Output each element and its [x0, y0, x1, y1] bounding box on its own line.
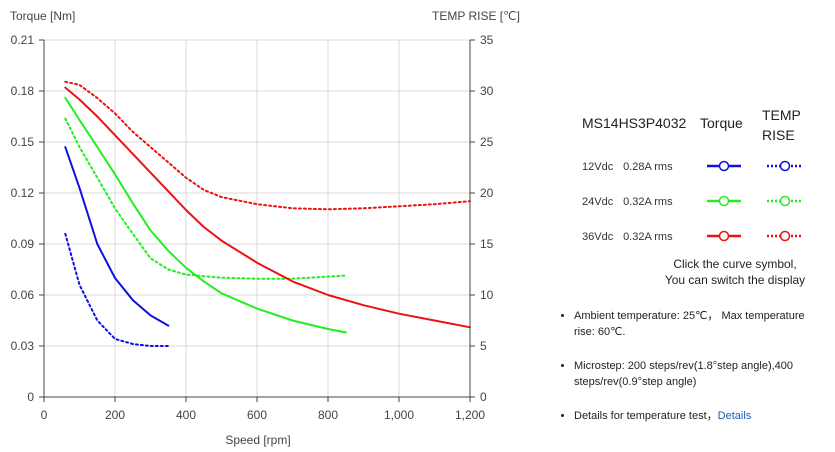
legend-panel: MS14HS3P4032 Torque TEMP RISE 12Vdc 0.28… — [560, 0, 835, 452]
torque-temperature-chart: 0 200 400 600 800 1,000 1,20000.030.060.090.12… — [10, 9, 520, 447]
series-layer — [64, 80, 471, 347]
y-left-tick-label: 0.15 — [11, 135, 35, 149]
x-tick-label: 1,200 — [455, 408, 485, 422]
note-temperature-test: Details for temperature test，Details — [574, 408, 824, 424]
y-right-tick-label: 30 — [480, 84, 494, 98]
note-temperature-test-text: Details for temperature test， — [574, 410, 718, 422]
details-link[interactable]: Details — [717, 410, 752, 422]
y-right-tick-label: 25 — [480, 135, 494, 149]
legend-symbol-12v-temp[interactable] — [766, 159, 804, 173]
legend-hint-line2: You can switch the display — [664, 273, 806, 287]
y-left-tick-label: 0.18 — [11, 84, 35, 98]
legend-current: 0.32A rms — [623, 231, 673, 243]
y-left-tick-label: 0.12 — [11, 186, 35, 200]
legend-symbol-36v-torque[interactable] — [706, 229, 742, 243]
y-right-tick-label: 20 — [480, 186, 494, 200]
grid-lines — [43, 39, 471, 398]
notes-list: Ambient temperature: 25℃， Max temperatur… — [560, 308, 824, 442]
series-line-6[interactable] — [64, 80, 471, 211]
legend-symbol-24v-torque[interactable] — [706, 194, 742, 208]
legend-row-24v: 24Vdc 0.32A rms — [582, 196, 673, 208]
torque-column-header: Torque — [700, 115, 743, 131]
temp-rise-column-header: TEMP RISE — [762, 107, 801, 143]
legend-hint-line1: Click the curve symbol, — [673, 257, 797, 271]
legend-symbol-36v-temp[interactable] — [766, 229, 804, 243]
y-right-tick-label: 35 — [480, 33, 494, 47]
y-right-axis-label: TEMP RISE [℃] — [432, 9, 520, 23]
y-right-tick-label: 0 — [480, 390, 487, 404]
legend-current: 0.28A rms — [623, 161, 673, 173]
x-tick-label: 400 — [176, 408, 196, 422]
y-right-tick-label: 10 — [480, 288, 494, 302]
legend-row-12v: 12Vdc 0.28A rms — [582, 161, 673, 173]
legend-hint: Click the curve symbol, You can switch t… — [660, 256, 810, 288]
series-line-4[interactable] — [64, 117, 347, 280]
y-left-tick-label: 0.21 — [11, 33, 35, 47]
series-line-3[interactable] — [64, 96, 347, 334]
x-tick-label: 200 — [105, 408, 125, 422]
note-microstep: Microstep: 200 steps/rev(1.8°step angle)… — [574, 358, 824, 390]
x-axis-label: Speed [rpm] — [225, 433, 290, 447]
x-tick-label: 1,000 — [384, 408, 414, 422]
x-tick-label: 800 — [318, 408, 338, 422]
series-line-1[interactable] — [64, 146, 170, 327]
y-left-tick-label: 0.03 — [11, 339, 35, 353]
legend-symbol-24v-temp[interactable] — [766, 194, 804, 208]
legend-voltage: 24Vdc — [582, 196, 614, 208]
legend-voltage: 36Vdc — [582, 231, 614, 243]
y-left-tick-label: 0.06 — [11, 288, 35, 302]
x-tick-label: 0 — [41, 408, 48, 422]
axes: 0 200 400 600 800 1,000 1,20000.030.060.090.12… — [11, 33, 494, 422]
series-line-5[interactable] — [64, 86, 471, 329]
legend-voltage: 12Vdc — [582, 161, 614, 173]
y-left-tick-label: 0.09 — [11, 237, 35, 251]
legend-row-36v: 36Vdc 0.32A rms — [582, 231, 673, 243]
y-right-tick-label: 15 — [480, 237, 494, 251]
model-name: MS14HS3P4032 — [582, 115, 687, 131]
legend-current: 0.32A rms — [623, 196, 673, 208]
y-left-tick-label: 0 — [27, 390, 34, 404]
y-left-axis-label: Torque [Nm] — [10, 9, 75, 23]
x-tick-label: 600 — [247, 408, 267, 422]
note-ambient-temperature: Ambient temperature: 25℃， Max temperatur… — [574, 308, 824, 340]
series-line-2[interactable] — [64, 232, 170, 347]
legend-symbol-12v-torque[interactable] — [706, 159, 742, 173]
y-right-tick-label: 5 — [480, 339, 487, 353]
